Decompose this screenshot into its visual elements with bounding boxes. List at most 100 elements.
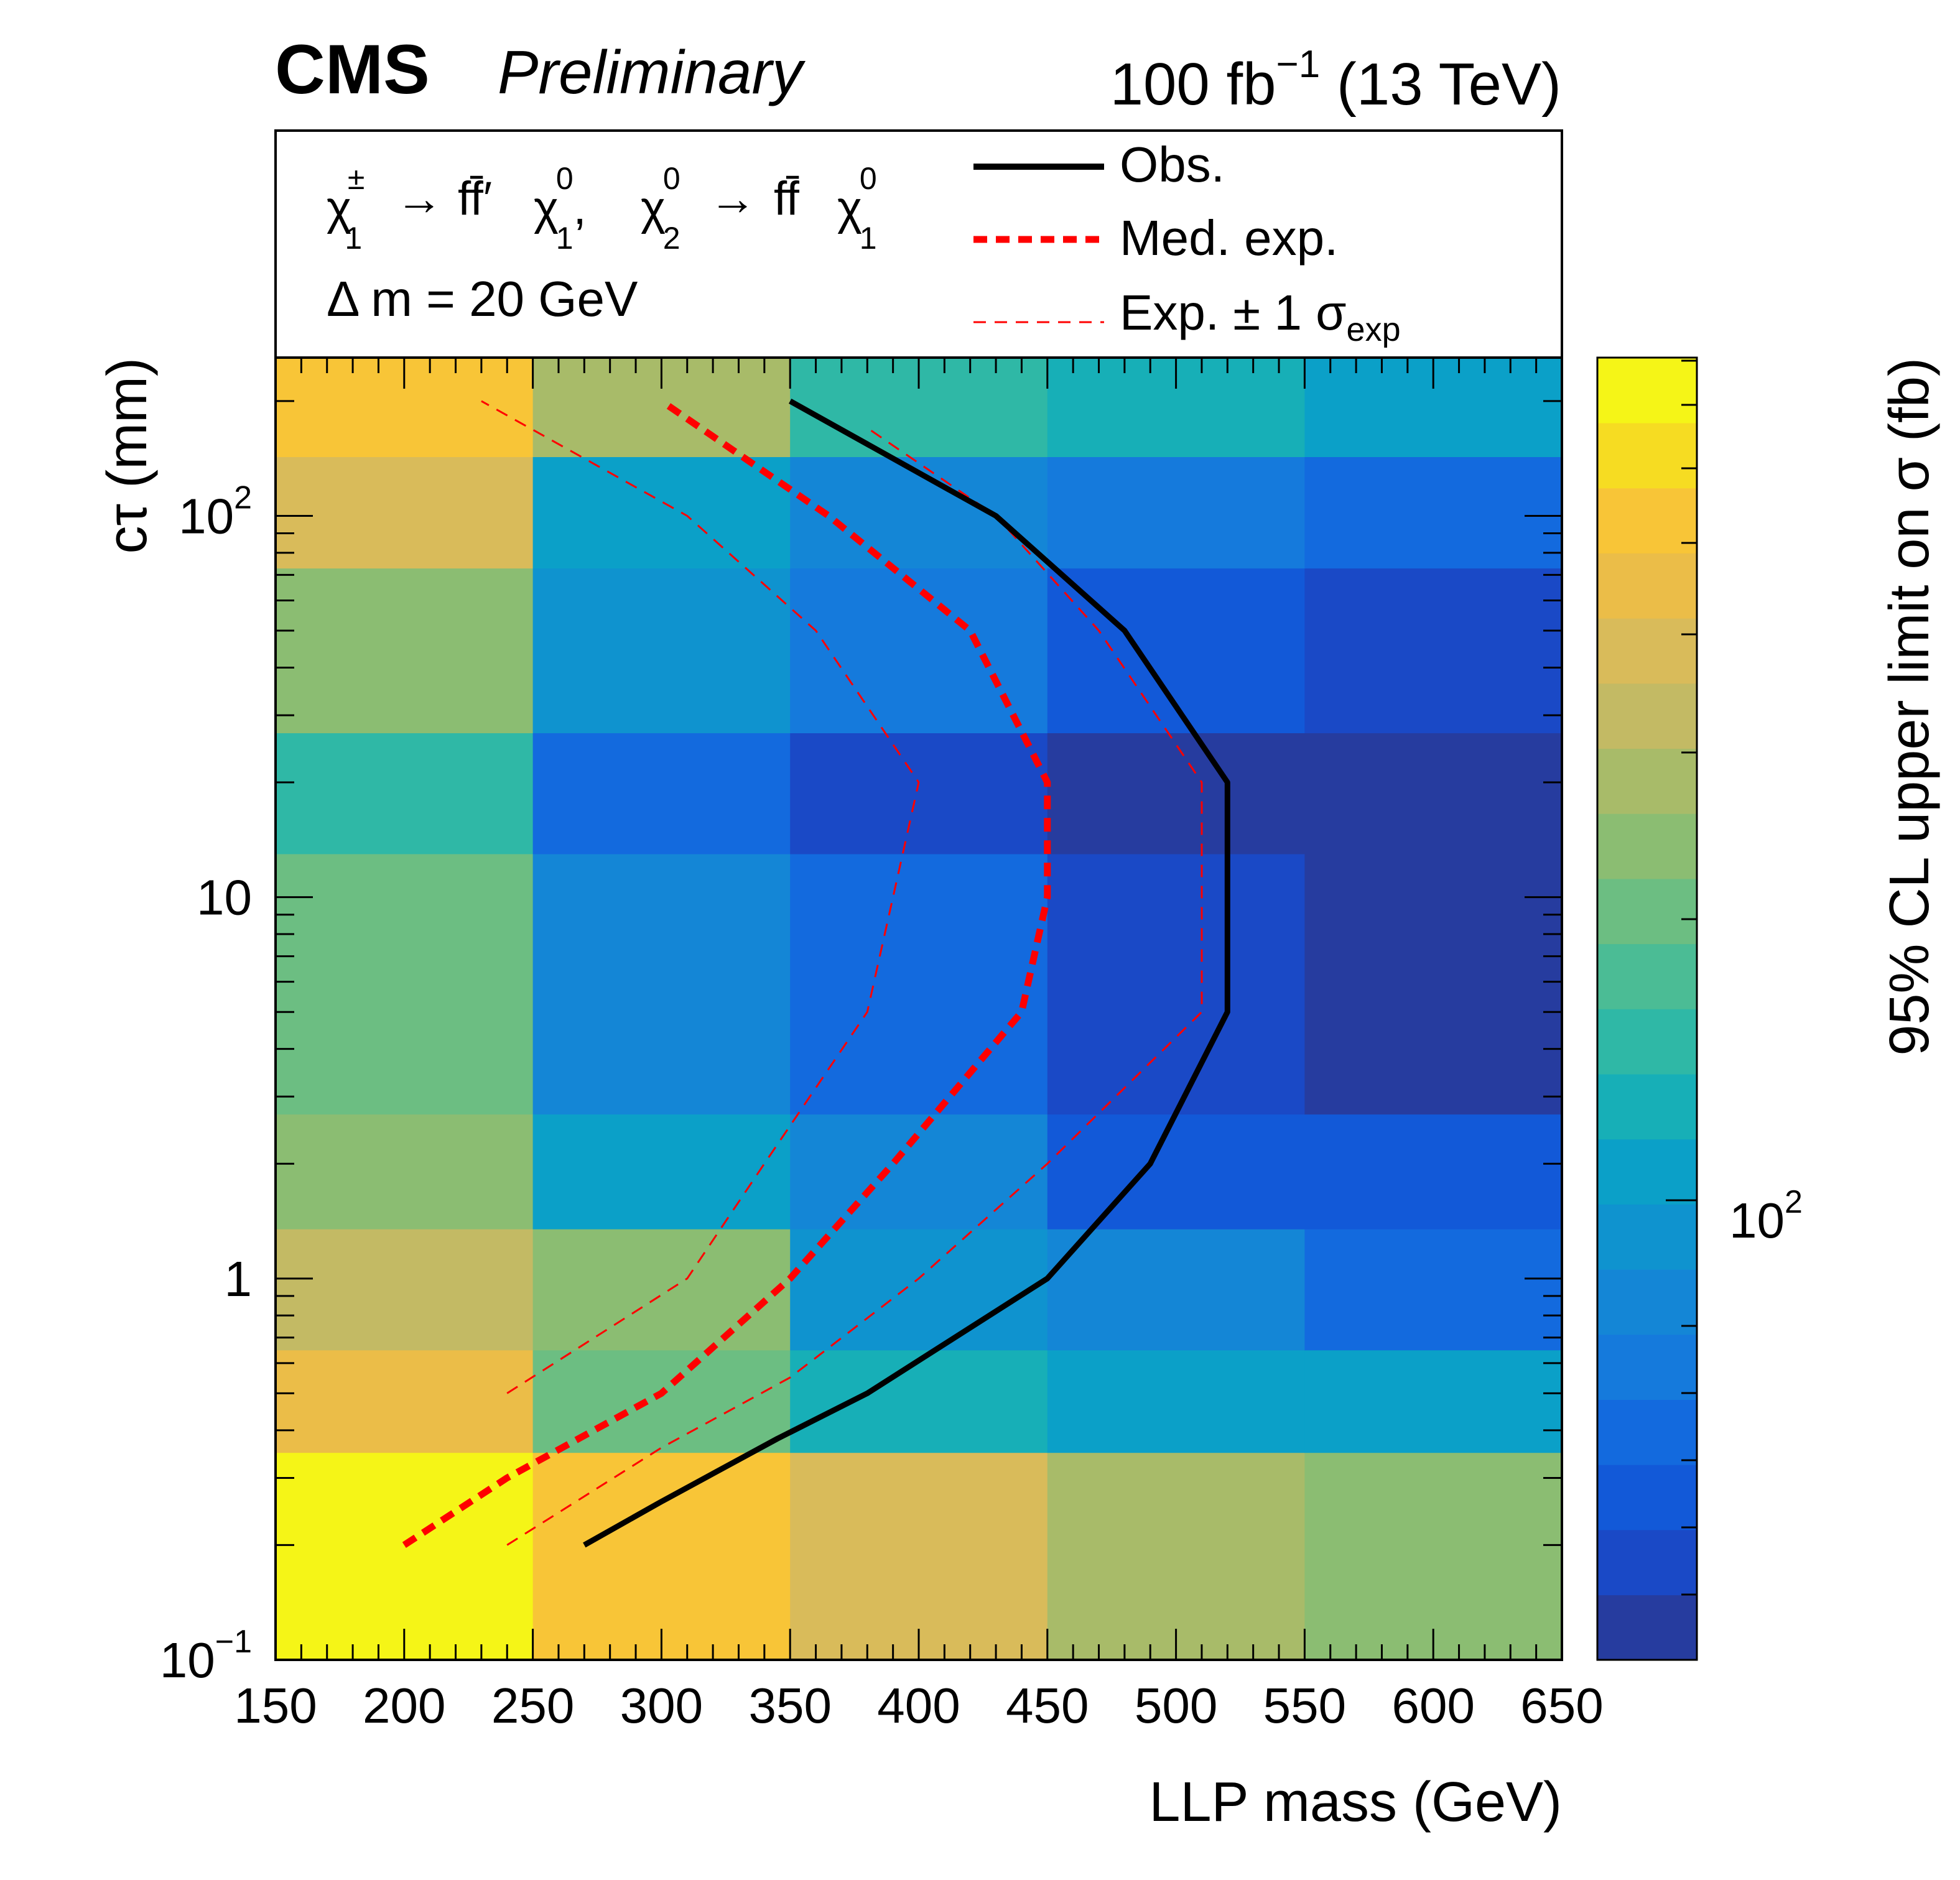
svg-text:ff̄: ff̄: [774, 172, 800, 225]
heatmap-cell: [532, 1228, 791, 1351]
heatmap-cell: [532, 853, 791, 1115]
colorbar-segment: [1597, 553, 1697, 619]
heatmap-cell: [1304, 568, 1563, 733]
heatmap-cell: [1047, 1114, 1306, 1229]
heatmap-cell: [1047, 733, 1306, 854]
heatmap-cell: [790, 853, 1048, 1115]
heatmap-cell: [790, 1452, 1048, 1660]
colorbar-segment: [1597, 1595, 1697, 1660]
heatmap-cell: [276, 1452, 534, 1660]
heatmap-cell: [1304, 853, 1563, 1115]
colorbar-segment: [1597, 1073, 1697, 1140]
x-tick-label: 600: [1391, 1678, 1474, 1733]
curve-exp-1-exp-lower: [481, 400, 920, 1394]
heatmap-cell: [1047, 1228, 1306, 1351]
svg-text:→: →: [396, 172, 443, 225]
experiment-label: CMS: [275, 30, 430, 108]
x-tick-label: 350: [748, 1678, 831, 1733]
heatmap-cell: [1047, 1452, 1306, 1660]
colorbar-segment: [1597, 1204, 1697, 1270]
heatmap-cell: [1304, 1114, 1563, 1229]
heatmap-cell: [790, 733, 1048, 854]
heatmap-cell: [276, 1114, 534, 1229]
colorbar-segment: [1597, 488, 1697, 553]
colorbar-segment: [1597, 1529, 1697, 1596]
svg-text:χ02: χ0 2: [641, 161, 680, 256]
y-tick-label: 1: [225, 1251, 253, 1307]
process-label: χ± 1 → ff̄′ χ0 1, χ0 2 → ff̄ χ0 1: [327, 161, 877, 256]
colorbar-segment: [1597, 813, 1697, 879]
curve-med-exp: [402, 398, 1051, 1549]
curve-obs: [583, 398, 1230, 1548]
x-tick-label: 500: [1135, 1678, 1217, 1733]
heatmap-cell: [790, 1350, 1048, 1453]
heatmap-cells: [276, 358, 1563, 1660]
x-tick-label: 400: [877, 1678, 960, 1733]
heatmap-cell: [1304, 456, 1563, 569]
colorbar-segment: [1597, 358, 1697, 424]
heatmap-cell: [276, 733, 534, 854]
heatmap-cell: [532, 1350, 791, 1453]
y-axis-label: cτ (mm): [96, 358, 159, 553]
x-tick-labels: 150 200 250 300 350 400 450 500 550 600 650: [234, 1678, 1603, 1733]
heatmap-cell: [532, 456, 791, 569]
curve-exp-1-exp-upper: [506, 427, 1203, 1546]
colorbar-segment: [1597, 1139, 1697, 1205]
x-tick-label: 200: [363, 1678, 445, 1733]
luminosity-label: 100 fb−1 (13 TeV): [1110, 43, 1561, 118]
svg-text:χ01,: χ0 1,: [534, 161, 587, 256]
colorbar-segment: [1597, 1009, 1697, 1075]
y-tick-label: 102: [179, 479, 252, 544]
colorbar: [1597, 358, 1697, 1660]
heatmap-cell: [532, 568, 791, 733]
y-tick-labels: 10−1 1 10 102: [160, 479, 252, 1688]
colorbar-segment: [1597, 1334, 1697, 1400]
energy-label: (13 TeV): [1320, 51, 1561, 118]
colorbar-frame: [1596, 356, 1698, 1661]
colorbar-label: 95% CL upper limit on σ (fb): [1879, 358, 1941, 1056]
svg-text:χ01: χ0 1: [837, 161, 877, 256]
heatmap-cell: [1304, 1228, 1563, 1351]
x-tick-label: 550: [1263, 1678, 1346, 1733]
legend-band-label: Exp. ± 1 σexp: [1120, 285, 1401, 348]
delta-m-label: Δ m = 20 GeV: [327, 271, 638, 326]
heatmap-cell: [1304, 733, 1563, 854]
y-tick-label: 10: [197, 870, 252, 925]
colorbar-tick-label: 102: [1729, 1184, 1803, 1248]
y-tick-label: 10−1: [160, 1624, 252, 1688]
lumi-exponent: −1: [1276, 43, 1321, 86]
colorbar-segment: [1597, 748, 1697, 814]
heatmap-cell: [532, 1114, 791, 1229]
colorbar-segment: [1597, 878, 1697, 945]
legend-box: [274, 129, 1563, 359]
axis-ticks: [274, 358, 1563, 1661]
heatmap-cell: [790, 1228, 1048, 1351]
colorbar-segment: [1597, 422, 1697, 489]
heatmap-cell: [276, 456, 534, 569]
colorbar-segment: [1597, 1464, 1697, 1530]
colorbar-segment: [1597, 943, 1697, 1009]
heatmap-cell: [1304, 1452, 1563, 1660]
heatmap-cell: [276, 1350, 534, 1453]
heatmap-cell: [276, 568, 534, 733]
colorbar-ticks: [1666, 359, 1697, 1596]
heatmap-cell: [1047, 456, 1306, 569]
x-tick-label: 450: [1006, 1678, 1089, 1733]
status-label: Preliminary: [498, 38, 806, 106]
colorbar-segment: [1597, 1269, 1697, 1335]
heatmap-cell: [276, 1228, 534, 1351]
heatmap-cell: [532, 733, 791, 854]
limit-curves: [402, 398, 1230, 1549]
x-tick-label: 250: [491, 1678, 574, 1733]
x-axis-label: LLP mass (GeV): [1149, 1771, 1562, 1833]
svg-text:ff̄′: ff̄′: [458, 172, 492, 225]
x-tick-label: 300: [620, 1678, 703, 1733]
heatmap-cell: [532, 1452, 791, 1660]
x-tick-label: 650: [1520, 1678, 1603, 1733]
heatmap-cell: [790, 1114, 1048, 1229]
svg-text:χ±1: χ± 1: [327, 161, 365, 256]
colorbar-segment: [1597, 1399, 1697, 1465]
x-tick-label: 150: [234, 1678, 317, 1733]
colorbar-segment: [1597, 683, 1697, 749]
